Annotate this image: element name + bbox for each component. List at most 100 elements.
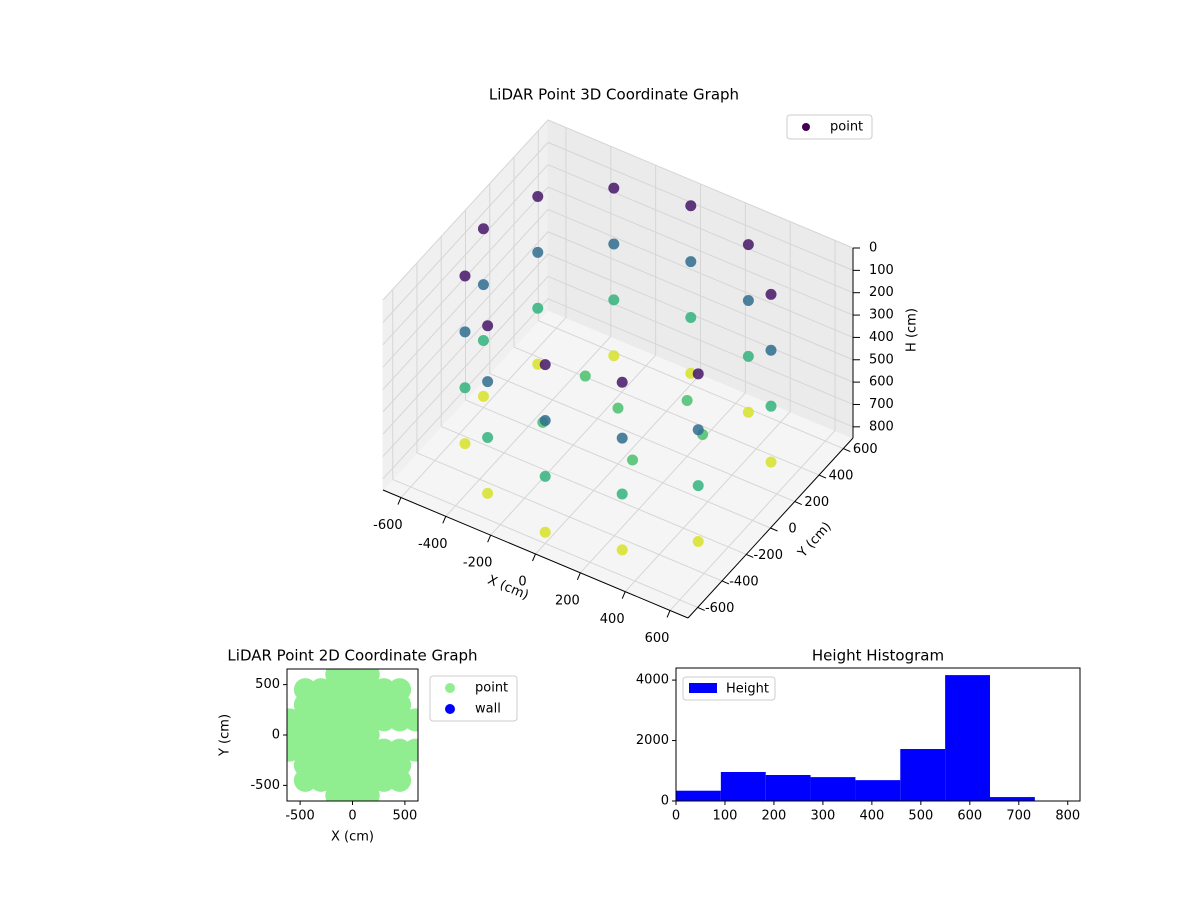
y-tick bbox=[794, 501, 802, 505]
grid-line bbox=[538, 320, 844, 450]
grid-line bbox=[547, 298, 854, 428]
z-tick-label: 100 bbox=[869, 263, 894, 278]
grid-line bbox=[547, 141, 854, 271]
x-tick-label: 500 bbox=[908, 809, 933, 824]
point bbox=[692, 535, 704, 547]
point bbox=[403, 738, 418, 762]
point bbox=[482, 487, 494, 499]
chart-histogram: 0 100 200 300 400 500 600 700 800 0 2000 4000 Height… bbox=[636, 647, 1081, 824]
y-tick bbox=[697, 606, 705, 611]
point bbox=[692, 424, 704, 436]
grid-line bbox=[547, 276, 854, 405]
y-tick bbox=[746, 554, 754, 558]
point bbox=[539, 414, 551, 426]
legend-box bbox=[786, 114, 873, 140]
z-tick-label: 200 bbox=[869, 285, 894, 300]
axes-frame bbox=[675, 667, 1081, 802]
point bbox=[482, 320, 494, 332]
y-axis-label: Y (cm) bbox=[218, 714, 233, 757]
x-tick-label: 0 bbox=[518, 575, 526, 590]
point bbox=[608, 182, 620, 194]
point bbox=[616, 432, 628, 444]
y-tick-label: -200 bbox=[753, 548, 783, 563]
point bbox=[482, 432, 494, 444]
grid-line bbox=[392, 478, 698, 608]
x-tick-label: 600 bbox=[645, 631, 670, 646]
point bbox=[685, 200, 697, 212]
y-axis-label: Y (cm) bbox=[795, 519, 835, 561]
point bbox=[627, 454, 639, 466]
point bbox=[532, 246, 544, 258]
point bbox=[372, 708, 396, 732]
point bbox=[579, 370, 591, 382]
y-tick-label: 0 bbox=[661, 794, 669, 809]
point bbox=[388, 708, 412, 732]
point bbox=[685, 256, 697, 268]
x-tick-label: 800 bbox=[1055, 809, 1080, 824]
point bbox=[532, 191, 544, 203]
z-tick-label: 400 bbox=[869, 330, 894, 345]
y-tick-label: 0 bbox=[272, 728, 280, 743]
point bbox=[742, 294, 754, 306]
chart-title: Height Histogram bbox=[812, 647, 944, 665]
grid-line bbox=[489, 373, 795, 502]
point bbox=[608, 350, 620, 362]
y-tick-label: 4000 bbox=[636, 673, 669, 688]
legend-label: wall bbox=[475, 702, 501, 717]
point bbox=[477, 279, 489, 291]
grid-line bbox=[382, 253, 549, 435]
point bbox=[477, 390, 489, 402]
x-tick-label: 600 bbox=[957, 809, 982, 824]
legend-marker bbox=[445, 704, 455, 714]
x-tick-label: 400 bbox=[859, 809, 884, 824]
point bbox=[616, 544, 628, 556]
point bbox=[403, 708, 418, 732]
x-tick-label: -400 bbox=[418, 537, 448, 552]
z-tick-label: 600 bbox=[869, 375, 894, 390]
x-tick bbox=[532, 553, 536, 562]
x-tick bbox=[666, 610, 671, 618]
point bbox=[608, 238, 620, 250]
bar bbox=[720, 771, 766, 801]
grid-line bbox=[547, 231, 854, 361]
chart-title: LiDAR Point 2D Coordinate Graph bbox=[227, 647, 477, 665]
grid-line bbox=[416, 452, 723, 582]
y-tick bbox=[843, 448, 851, 453]
grid-line bbox=[382, 231, 549, 413]
y-tick bbox=[770, 527, 778, 532]
bar bbox=[900, 749, 946, 801]
y-tick-label: 0 bbox=[788, 522, 796, 537]
y-tick-label: 400 bbox=[829, 469, 854, 484]
y-tick bbox=[721, 580, 730, 585]
point bbox=[765, 288, 777, 300]
point bbox=[765, 400, 777, 412]
chart-title: LiDAR Point 3D Coordinate Graph bbox=[489, 86, 739, 104]
x-tick bbox=[487, 534, 492, 543]
x-tick-label: 200 bbox=[555, 593, 580, 608]
chart-2d: point wall -500 0 500 -500 0 500 X (cm) Y (cm) LiD… bbox=[218, 647, 518, 845]
point bbox=[742, 406, 754, 418]
y-tick-label: 600 bbox=[853, 442, 878, 457]
x-tick-label: -500 bbox=[285, 809, 315, 824]
point bbox=[532, 302, 544, 314]
y-tick-label: 200 bbox=[804, 495, 829, 510]
point bbox=[681, 394, 693, 406]
grid-line bbox=[382, 276, 549, 457]
x-axis-line bbox=[382, 489, 689, 619]
point bbox=[482, 376, 494, 388]
y-tick-label: 2000 bbox=[636, 733, 669, 748]
point bbox=[685, 312, 697, 324]
point bbox=[356, 783, 380, 801]
grid-line bbox=[547, 253, 854, 383]
x-tick-label: 500 bbox=[392, 809, 417, 824]
y-tick-label: -500 bbox=[250, 778, 280, 793]
point bbox=[742, 350, 754, 362]
point bbox=[459, 270, 471, 282]
point bbox=[459, 382, 471, 394]
point bbox=[692, 480, 704, 492]
plot-area bbox=[287, 669, 418, 801]
legend-label: Height bbox=[726, 682, 769, 697]
legend-swatch bbox=[689, 683, 717, 693]
point bbox=[608, 294, 620, 306]
